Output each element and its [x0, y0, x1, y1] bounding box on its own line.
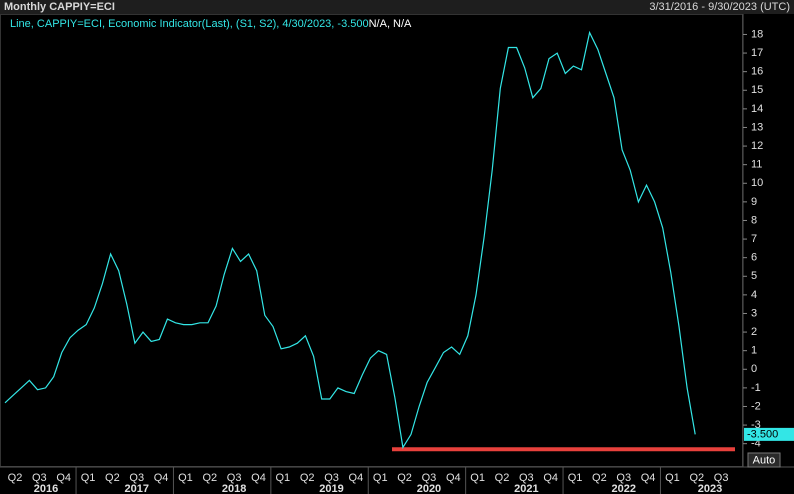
- x-tick-label: Q3: [32, 472, 47, 484]
- x-tick-label: Q4: [251, 472, 266, 484]
- x-tick-label: Q3: [422, 472, 437, 484]
- legend-entry: Line, CAPPIY=ECI, Economic Indicator(Las…: [10, 18, 369, 30]
- y-tick-label: 3: [751, 307, 757, 319]
- chart-title: Monthly CAPPIY=ECI: [4, 1, 115, 13]
- button-frame[interactable]: [747, 452, 781, 468]
- header-bar: [0, 0, 794, 14]
- y-tick-label: 14: [751, 103, 763, 115]
- year-label: 2018: [222, 483, 246, 494]
- year-label: 2023: [698, 483, 722, 494]
- auto-button[interactable]: Auto: [747, 452, 781, 468]
- x-tick-label: Q3: [324, 472, 339, 484]
- legend-suffix: N/A, N/A: [369, 18, 412, 30]
- x-tick-label: Q4: [446, 472, 461, 484]
- x-tick-label: Q2: [397, 472, 412, 484]
- x-tick-label: Q2: [689, 472, 704, 484]
- last-value-box: [744, 427, 794, 441]
- y-tick-label: 4: [751, 289, 757, 301]
- x-tick-label: Q4: [154, 472, 169, 484]
- y-tick-label: 13: [751, 121, 763, 133]
- year-label: 2019: [319, 483, 343, 494]
- y-tick-label: 8: [751, 214, 757, 226]
- x-tick-label: Q3: [616, 472, 631, 484]
- y-tick-label: -4: [751, 438, 761, 450]
- date-range: 3/31/2016 - 9/30/2023 (UTC): [649, 1, 790, 13]
- x-tick-label: Q2: [495, 472, 510, 484]
- x-tick-label: Q1: [665, 472, 680, 484]
- x-tick-label: Q3: [519, 472, 534, 484]
- y-tick-label: 10: [751, 177, 763, 189]
- y-tick-label: 2: [751, 326, 757, 338]
- x-tick-label: Q4: [56, 472, 71, 484]
- x-tick-label: Q1: [178, 472, 193, 484]
- y-tick-label: 5: [751, 270, 757, 282]
- y-tick-label: 1: [751, 345, 757, 357]
- year-label: 2021: [514, 483, 538, 494]
- year-label: 2020: [417, 483, 441, 494]
- x-tick-label: Q3: [714, 472, 729, 484]
- y-tick-label: -3: [751, 419, 761, 431]
- x-tick-label: Q3: [129, 472, 144, 484]
- x-tick-label: Q1: [470, 472, 485, 484]
- last-value-label: -3.500: [747, 428, 778, 440]
- y-tick-label: 6: [751, 252, 757, 264]
- x-tick-label: Q1: [568, 472, 583, 484]
- y-tick-label: 11: [751, 159, 762, 171]
- x-tick-label: Q1: [276, 472, 291, 484]
- line-series: [4, 30, 696, 450]
- x-tick-label: Q2: [8, 472, 23, 484]
- y-tick-label: 18: [751, 28, 763, 40]
- x-tick-label: Q2: [105, 472, 120, 484]
- x-tick-label: Q1: [81, 472, 96, 484]
- y-tick-label: 16: [751, 66, 763, 78]
- y-tick-label: 15: [751, 84, 763, 96]
- y-tick-label: -1: [751, 382, 761, 394]
- x-tick-label: Q4: [543, 472, 558, 484]
- button-label[interactable]: Auto: [753, 454, 776, 466]
- x-tick-label: Q2: [300, 472, 315, 484]
- x-tick-label: Q2: [202, 472, 217, 484]
- x-tick-label: Q2: [592, 472, 607, 484]
- y-tick-label: 12: [751, 140, 763, 152]
- y-tick-label: -2: [751, 400, 761, 412]
- x-tick-label: Q4: [349, 472, 364, 484]
- y-tick-label: 9: [751, 196, 757, 208]
- x-tick-label: Q3: [227, 472, 242, 484]
- year-label: 2017: [125, 483, 149, 494]
- x-tick-label: Q4: [641, 472, 656, 484]
- y-tick-label: 17: [751, 47, 763, 59]
- plot-frame: [0, 14, 743, 467]
- legend: Line, CAPPIY=ECI, Economic Indicator(Las…: [10, 18, 412, 30]
- y-tick-label: 0: [751, 363, 757, 375]
- x-tick-label: Q1: [373, 472, 388, 484]
- year-label: 2016: [34, 483, 58, 494]
- year-label: 2022: [612, 483, 636, 494]
- y-tick-label: 7: [751, 233, 757, 245]
